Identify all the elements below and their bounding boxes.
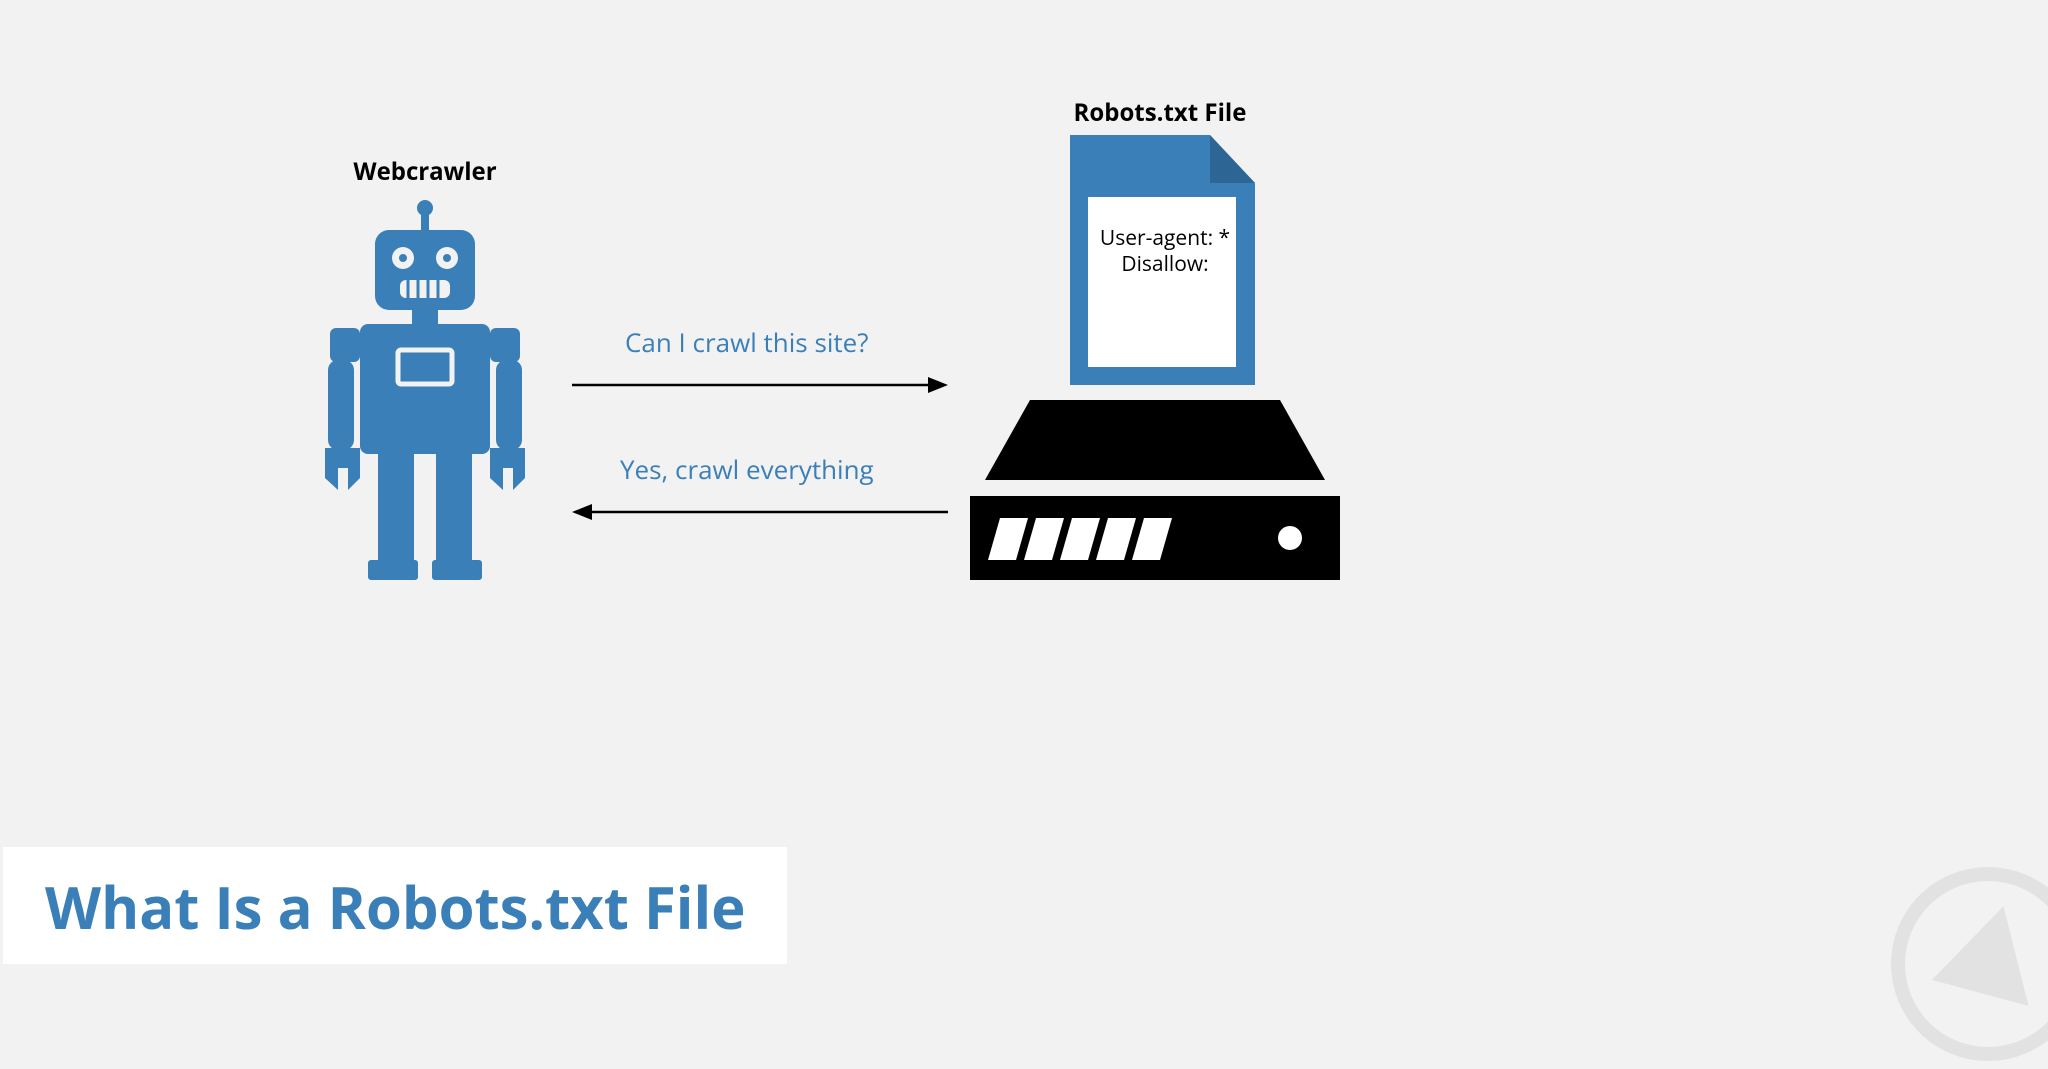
- file-content: User-agent: * Disallow:: [1090, 225, 1240, 278]
- server-icon: [970, 400, 1340, 590]
- page-title: What Is a Robots.txt File: [45, 867, 745, 946]
- robot-icon: [300, 200, 550, 580]
- arrow-left-icon: [570, 497, 950, 527]
- file-line1: User-agent: *: [1090, 225, 1240, 251]
- robots-file-label: Robots.txt File: [1060, 96, 1260, 129]
- watermark-icon: [1888, 864, 2048, 1064]
- webcrawler-label: Webcrawler: [330, 155, 520, 188]
- arrow-right-icon: [570, 370, 950, 400]
- response-label: Yes, crawl everything: [620, 451, 874, 487]
- title-box: What Is a Robots.txt File: [3, 847, 787, 964]
- file-line2: Disallow:: [1090, 251, 1240, 277]
- request-label: Can I crawl this site?: [625, 324, 869, 360]
